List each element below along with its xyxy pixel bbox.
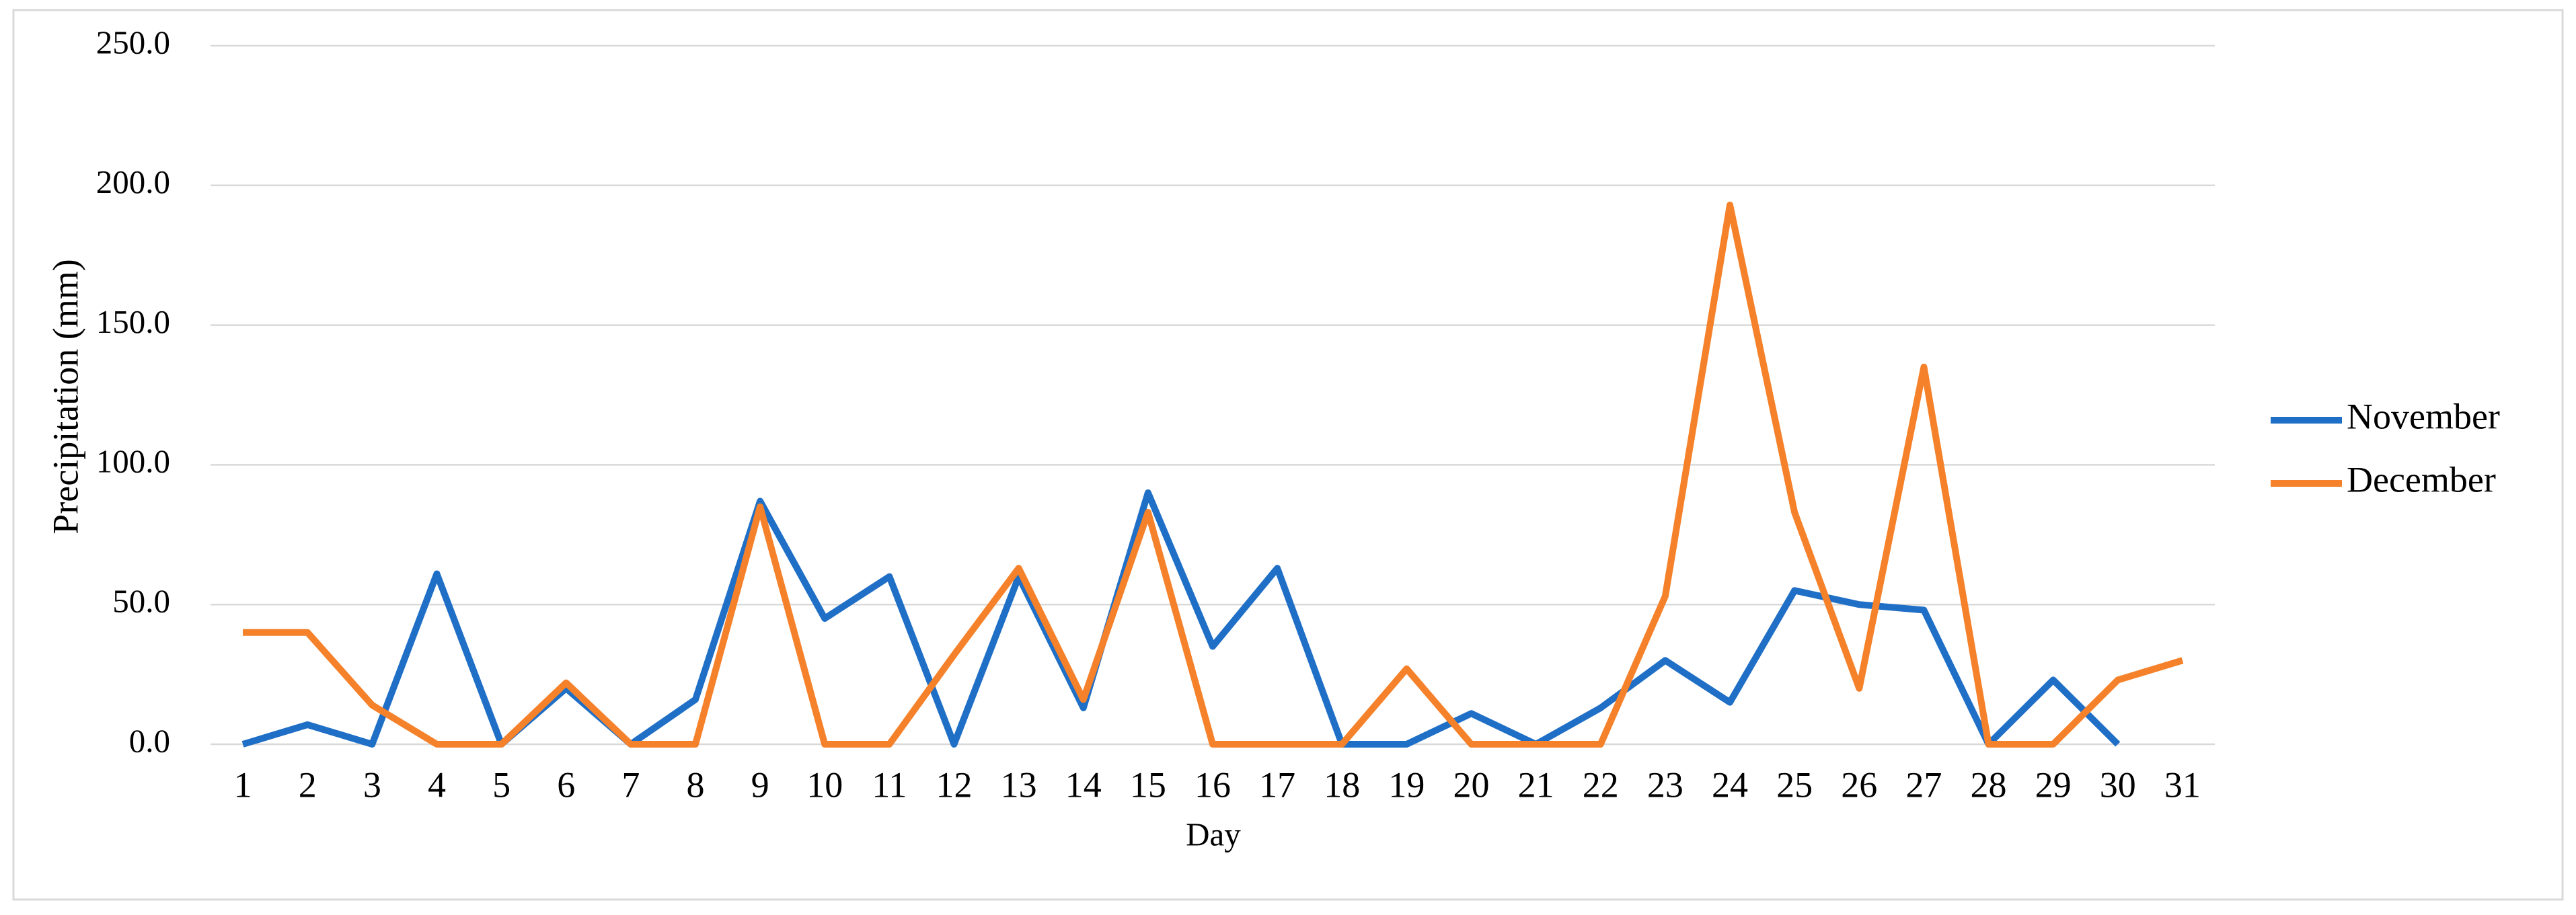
- y-tick-label: 100.0: [96, 443, 170, 480]
- y-tick-label: 50.0: [112, 582, 170, 619]
- y-tick-label: 150.0: [96, 303, 170, 340]
- line-series: [241, 489, 2121, 748]
- x-tick-label: 12: [936, 764, 972, 805]
- x-tick-label: 20: [1453, 764, 1490, 805]
- x-tick-label: 17: [1259, 764, 1295, 805]
- x-tick-label: 31: [2164, 764, 2201, 805]
- x-tick-label: 9: [751, 764, 769, 805]
- y-tick-label: 200.0: [96, 163, 170, 200]
- x-tick-label: 13: [1001, 764, 1037, 805]
- x-tick-label: 29: [2035, 764, 2072, 805]
- legend-label: December: [2347, 459, 2496, 500]
- x-tick-label: 7: [621, 764, 640, 805]
- x-tick-label: 3: [363, 764, 381, 805]
- x-tick-label: 14: [1065, 764, 1102, 805]
- x-axis-title: Day: [1186, 815, 1241, 852]
- x-tick-label: 19: [1388, 764, 1425, 805]
- x-tick-label: 21: [1518, 764, 1554, 805]
- x-tick-label: 6: [557, 764, 575, 805]
- x-tick-label: 30: [2100, 764, 2136, 805]
- x-tick-label: 22: [1583, 764, 1619, 805]
- x-tick-label: 4: [428, 764, 446, 805]
- chart-border: [12, 9, 2564, 901]
- x-tick-label: 26: [1841, 764, 1877, 805]
- x-tick-label: 28: [1971, 764, 2007, 805]
- x-tick-label: 15: [1130, 764, 1166, 805]
- x-tick-label: 11: [872, 764, 907, 805]
- x-tick-label: 23: [1647, 764, 1683, 805]
- x-tick-label: 27: [1905, 764, 1942, 805]
- line-series: [243, 201, 2184, 748]
- x-tick-label: 18: [1324, 764, 1360, 805]
- x-tick-label: 10: [806, 764, 843, 805]
- y-tick-label: 250.0: [96, 24, 170, 61]
- x-tick-label: 16: [1195, 764, 1231, 805]
- x-tick-label: 24: [1712, 764, 1748, 805]
- y-tick-label: 0.0: [129, 722, 170, 759]
- x-tick-label: 1: [234, 764, 252, 805]
- x-tick-label: 2: [299, 764, 317, 805]
- legend-label: November: [2347, 396, 2500, 436]
- x-tick-label: 25: [1776, 764, 1813, 805]
- x-tick-label: 5: [492, 764, 510, 805]
- y-axis-title: Precipitation (mm): [45, 259, 85, 534]
- x-tick-label: 8: [686, 764, 704, 805]
